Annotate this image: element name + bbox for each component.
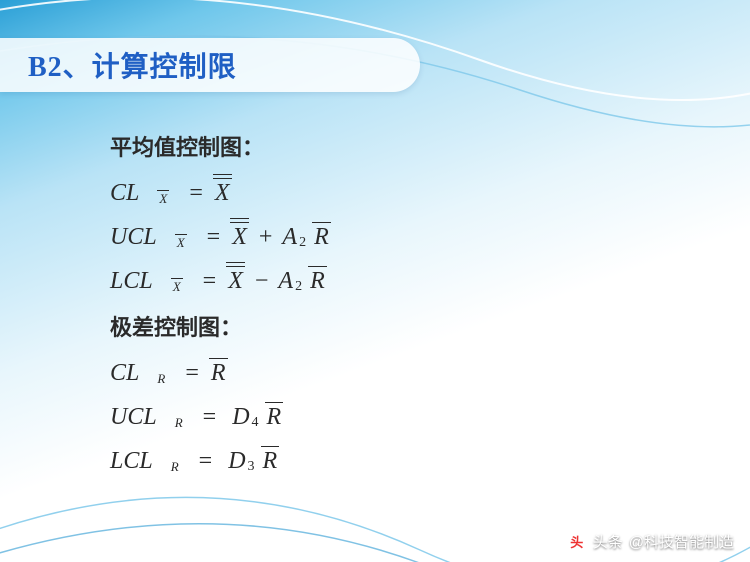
lhs-sub: R <box>171 459 179 475</box>
equals: = <box>189 180 203 207</box>
equals: = <box>203 268 217 295</box>
rbar: R <box>261 448 280 475</box>
formula-xbar-cl: CL X = X <box>110 172 331 214</box>
title-bar: B2、计算控制限 <box>0 38 420 92</box>
coef-sub: 2 <box>295 279 302 295</box>
rhs-xdbar: X <box>226 268 245 295</box>
coef: D <box>228 448 245 475</box>
lhs-sub: X <box>171 279 183 295</box>
formula-r-ucl: UCL R = D 4 R <box>110 396 331 438</box>
lhs: UCL <box>110 224 157 251</box>
op: − <box>255 268 269 295</box>
coef: A <box>278 268 293 295</box>
rbar: R <box>312 224 331 251</box>
lhs-sub: X <box>157 191 169 207</box>
toutiao-logo-icon: 头 <box>567 532 587 552</box>
lhs: UCL <box>110 404 157 431</box>
rbar: R <box>209 360 228 387</box>
lhs: LCL <box>110 448 153 475</box>
coef: A <box>282 224 297 251</box>
lhs: CL <box>110 360 139 387</box>
section-range-label: 极差控制图： <box>110 310 331 342</box>
lhs-sub: R <box>157 371 165 387</box>
equals: = <box>203 404 217 431</box>
content-area: 平均值控制图： CL X = X UCL X = X + A 2 R LCL X… <box>110 130 331 484</box>
formula-xbar-lcl: LCL X = X − A 2 R <box>110 260 331 302</box>
lhs: LCL <box>110 268 153 295</box>
footer-handle: @科技智能制造 <box>629 531 734 552</box>
equals: = <box>207 224 221 251</box>
lhs-sub: X <box>175 235 187 251</box>
equals: = <box>185 360 199 387</box>
rbar: R <box>265 404 284 431</box>
formula-xbar-ucl: UCL X = X + A 2 R <box>110 216 331 258</box>
coef-sub: 4 <box>252 415 259 431</box>
rhs-xdbar: X <box>230 224 249 251</box>
slide-title: B2、计算控制限 <box>28 45 237 85</box>
section-xbar-label: 平均值控制图： <box>110 130 331 162</box>
coef-sub: 3 <box>248 459 255 475</box>
rbar: R <box>308 268 327 295</box>
footer-brand: 头条 <box>593 531 623 552</box>
lhs-sub: R <box>175 415 183 431</box>
lhs: CL <box>110 180 139 207</box>
equals: = <box>199 448 213 475</box>
op: + <box>259 224 273 251</box>
coef: D <box>232 404 249 431</box>
coef-sub: 2 <box>299 235 306 251</box>
formula-r-cl: CL R = R <box>110 352 331 394</box>
formula-r-lcl: LCL R = D 3 R <box>110 440 331 482</box>
watermark-footer: 头 头条 @科技智能制造 <box>567 531 734 552</box>
rhs-xdbar: X <box>213 180 232 207</box>
